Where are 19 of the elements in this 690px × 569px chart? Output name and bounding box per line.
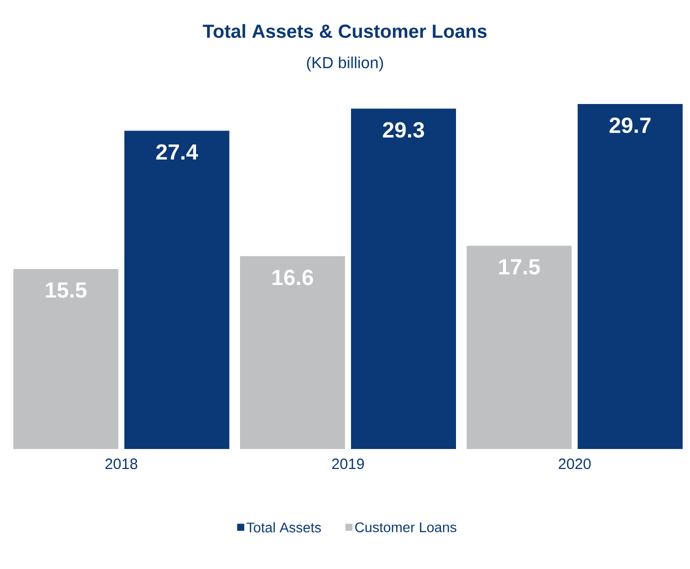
x-tick-label: 2018 xyxy=(105,458,138,470)
bar xyxy=(351,108,456,449)
x-tick-label: 2020 xyxy=(558,458,591,470)
bar xyxy=(240,256,346,449)
bar xyxy=(466,246,572,449)
data-label: 16.6 xyxy=(272,270,314,286)
data-label: 27.4 xyxy=(156,144,198,160)
chart-subtitle: (KD billion) xyxy=(307,56,383,72)
chart-title: Total Assets & Customer Loans xyxy=(202,24,487,38)
x-tick-label: 2019 xyxy=(332,458,364,470)
bar xyxy=(124,130,230,449)
data-label: 29.3 xyxy=(382,122,424,138)
legend-label: Customer Loans xyxy=(355,522,456,532)
bar xyxy=(13,268,118,449)
data-label: 15.5 xyxy=(46,282,87,298)
bar xyxy=(578,104,683,449)
data-label: 17.5 xyxy=(499,259,540,275)
data-label: 29.7 xyxy=(610,118,651,134)
legend-label: Total Assets xyxy=(246,522,321,532)
